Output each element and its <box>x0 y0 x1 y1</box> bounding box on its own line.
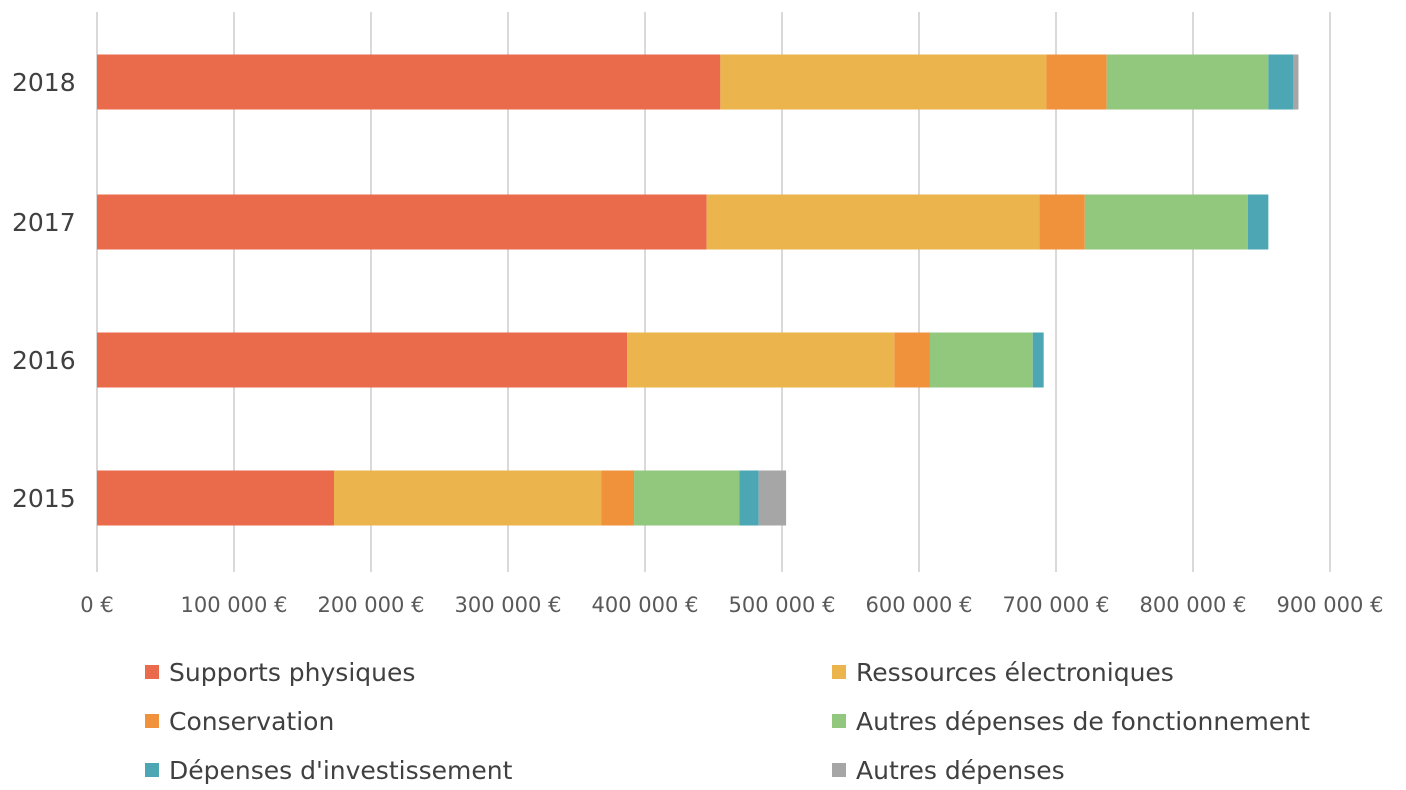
bar-segment <box>706 194 1040 250</box>
bar-segment <box>758 470 787 526</box>
stacked-bar-chart: 2018 2017 2016 2015 0 € 100 000 € 200 000 € 30… <box>12 12 1383 617</box>
legend-label: Ressources électroniques <box>856 657 1174 687</box>
legend-swatch <box>832 665 846 679</box>
legend-item: Conservation <box>145 701 334 741</box>
x-tick-label: 0 € <box>80 593 113 617</box>
legend-item: Autres dépenses de fonctionnement <box>832 701 1310 741</box>
legend-item: Ressources électroniques <box>832 652 1174 692</box>
category-label: 2018 <box>12 68 76 97</box>
x-tick-label: 400 000 € <box>592 593 699 617</box>
bar-segment <box>627 332 895 388</box>
x-tick-label: 500 000 € <box>729 593 836 617</box>
legend-swatch <box>145 665 159 679</box>
legend-swatch <box>145 763 159 777</box>
legend-label: Autres dépenses de fonctionnement <box>856 706 1310 736</box>
category-label: 2015 <box>12 484 76 513</box>
legend-label: Conservation <box>169 706 335 736</box>
category-label: 2016 <box>12 346 76 375</box>
bar-segment <box>894 332 930 388</box>
x-tick-label: 600 000 € <box>866 593 973 617</box>
legend-label: Autres dépenses <box>856 755 1065 785</box>
bar-segment <box>1032 332 1044 388</box>
bar-segment <box>1039 194 1085 250</box>
legend-item: Dépenses d'investissement <box>145 750 512 790</box>
legend-item: Supports physiques <box>145 652 415 692</box>
bar-segment <box>334 470 602 526</box>
x-tick-label: 900 000 € <box>1277 593 1384 617</box>
category-label: 2017 <box>12 208 76 237</box>
bar-segment <box>97 54 721 110</box>
legend-label: Supports physiques <box>169 657 416 687</box>
x-tick-label: 200 000 € <box>318 593 425 617</box>
bar-segment <box>601 470 635 526</box>
category-labels: 2018 2017 2016 2015 <box>12 68 76 513</box>
bar-segment <box>97 470 335 526</box>
legend-swatch <box>832 763 846 777</box>
legend-swatch <box>145 714 159 728</box>
bar-segment <box>720 54 1047 110</box>
bar-segment <box>1106 54 1269 110</box>
x-tick-label: 100 000 € <box>181 593 288 617</box>
bar-segment <box>1293 54 1299 110</box>
bar-segment <box>1268 54 1294 110</box>
x-tick-label: 700 000 € <box>1003 593 1110 617</box>
x-tick-label: 800 000 € <box>1140 593 1247 617</box>
x-axis-tick-labels: 0 € 100 000 € 200 000 € 300 000 € 400 000 € 5… <box>80 593 1383 617</box>
legend: Supports physiques Ressources électroniqu… <box>0 648 1406 787</box>
bar-segment <box>1084 194 1248 250</box>
x-tick-label: 300 000 € <box>455 593 562 617</box>
bar-segment <box>97 194 707 250</box>
bar-segment <box>97 332 628 388</box>
bars <box>97 54 1299 526</box>
legend-label: Dépenses d'investissement <box>169 755 513 785</box>
bar-segment <box>739 470 759 526</box>
bar-segment <box>1046 54 1107 110</box>
bar-segment <box>929 332 1033 388</box>
legend-item: Autres dépenses <box>832 750 1065 790</box>
bar-segment <box>634 470 740 526</box>
legend-swatch <box>832 714 846 728</box>
bar-segment <box>1247 194 1269 250</box>
